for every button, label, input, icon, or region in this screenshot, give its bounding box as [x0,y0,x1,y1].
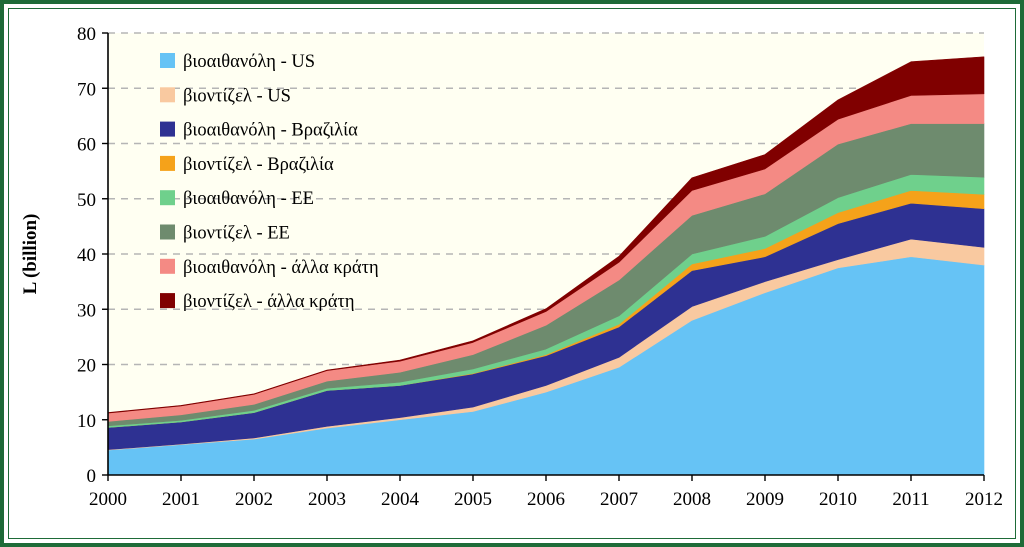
x-tick-label: 2004 [381,489,420,510]
x-tick-label: 2007 [600,489,638,510]
legend-label-6: βιοντίζελ - ΕΕ [183,224,290,244]
y-tick-label: 70 [77,79,96,100]
x-tick-label: 2003 [308,489,346,510]
x-tick-label: 2008 [673,489,711,510]
x-tick-label: 2005 [454,489,492,510]
legend-label-8: βιοντίζελ - άλλα κράτη [183,292,355,312]
y-tick-label: 40 [77,245,96,266]
legend-label-4: βιοντίζελ - Βραζιλία [183,155,334,175]
legend-swatch-8 [160,293,175,309]
x-tick-label: 2000 [89,489,127,510]
x-tick-label: 2006 [527,489,565,510]
legend-label-5: βιοαιθανόλη - ΕΕ [183,189,314,209]
legend-swatch-7 [160,258,175,274]
axes [102,32,985,481]
x-tick-labels: 2000 2001 2002 2003 2004 2005 2006 2007 2008 2009… [89,489,1003,510]
y-tick-label: 60 [77,135,96,156]
x-tick-label: 2009 [746,489,784,510]
x-tick-label: 2002 [235,489,273,510]
legend-swatch-4 [160,155,175,171]
area-series [107,56,985,476]
y-tick-labels: 0 10 20 30 40 50 60 70 80 [77,24,96,487]
legend: βιοαιθανόλη - US βιοντίζελ - US βιοαιθανόλ… [160,52,379,312]
legend-swatch-6 [160,224,175,240]
x-tick-label: 2001 [162,489,200,510]
legend-label-2: βιοντίζελ - US [183,86,291,106]
x-tick-label: 2011 [892,489,929,510]
y-tick-label: 30 [77,300,96,321]
legend-label-1: βιοαιθανόλη - US [183,52,315,72]
area-series-8 [107,56,985,414]
y-tick-label: 50 [77,190,96,211]
x-tick-label: 2010 [819,489,857,510]
y-tick-label: 20 [77,356,96,377]
y-tick-label: 10 [77,411,96,432]
y-tick-label: 80 [77,24,96,45]
y-tick-label: 0 [87,466,97,487]
chart-frame-inner-border [8,8,1016,539]
legend-label-7: βιοαιθανόλη - άλλα κράτη [183,258,379,278]
legend-swatch-5 [160,190,175,206]
legend-swatch-1 [160,53,175,68]
y-axis-title: L (billion) [20,214,41,295]
legend-label-3: βιοαιθανόλη - Βραζιλία [183,121,358,141]
legend-swatch-2 [160,87,175,103]
x-tick-label: 2012 [965,489,1003,510]
legend-swatch-3 [160,121,175,137]
